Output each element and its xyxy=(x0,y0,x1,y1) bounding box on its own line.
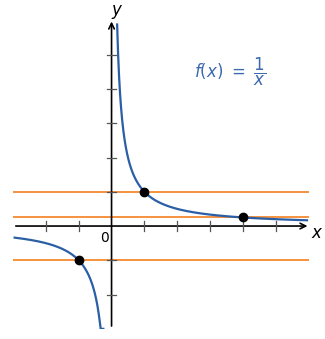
Text: $y$: $y$ xyxy=(111,3,124,21)
Text: $\mathit{f(x)}\ =\ \dfrac{1}{x}$: $\mathit{f(x)}\ =\ \dfrac{1}{x}$ xyxy=(194,56,266,88)
Text: 0: 0 xyxy=(100,231,109,245)
Text: $x$: $x$ xyxy=(311,224,323,242)
